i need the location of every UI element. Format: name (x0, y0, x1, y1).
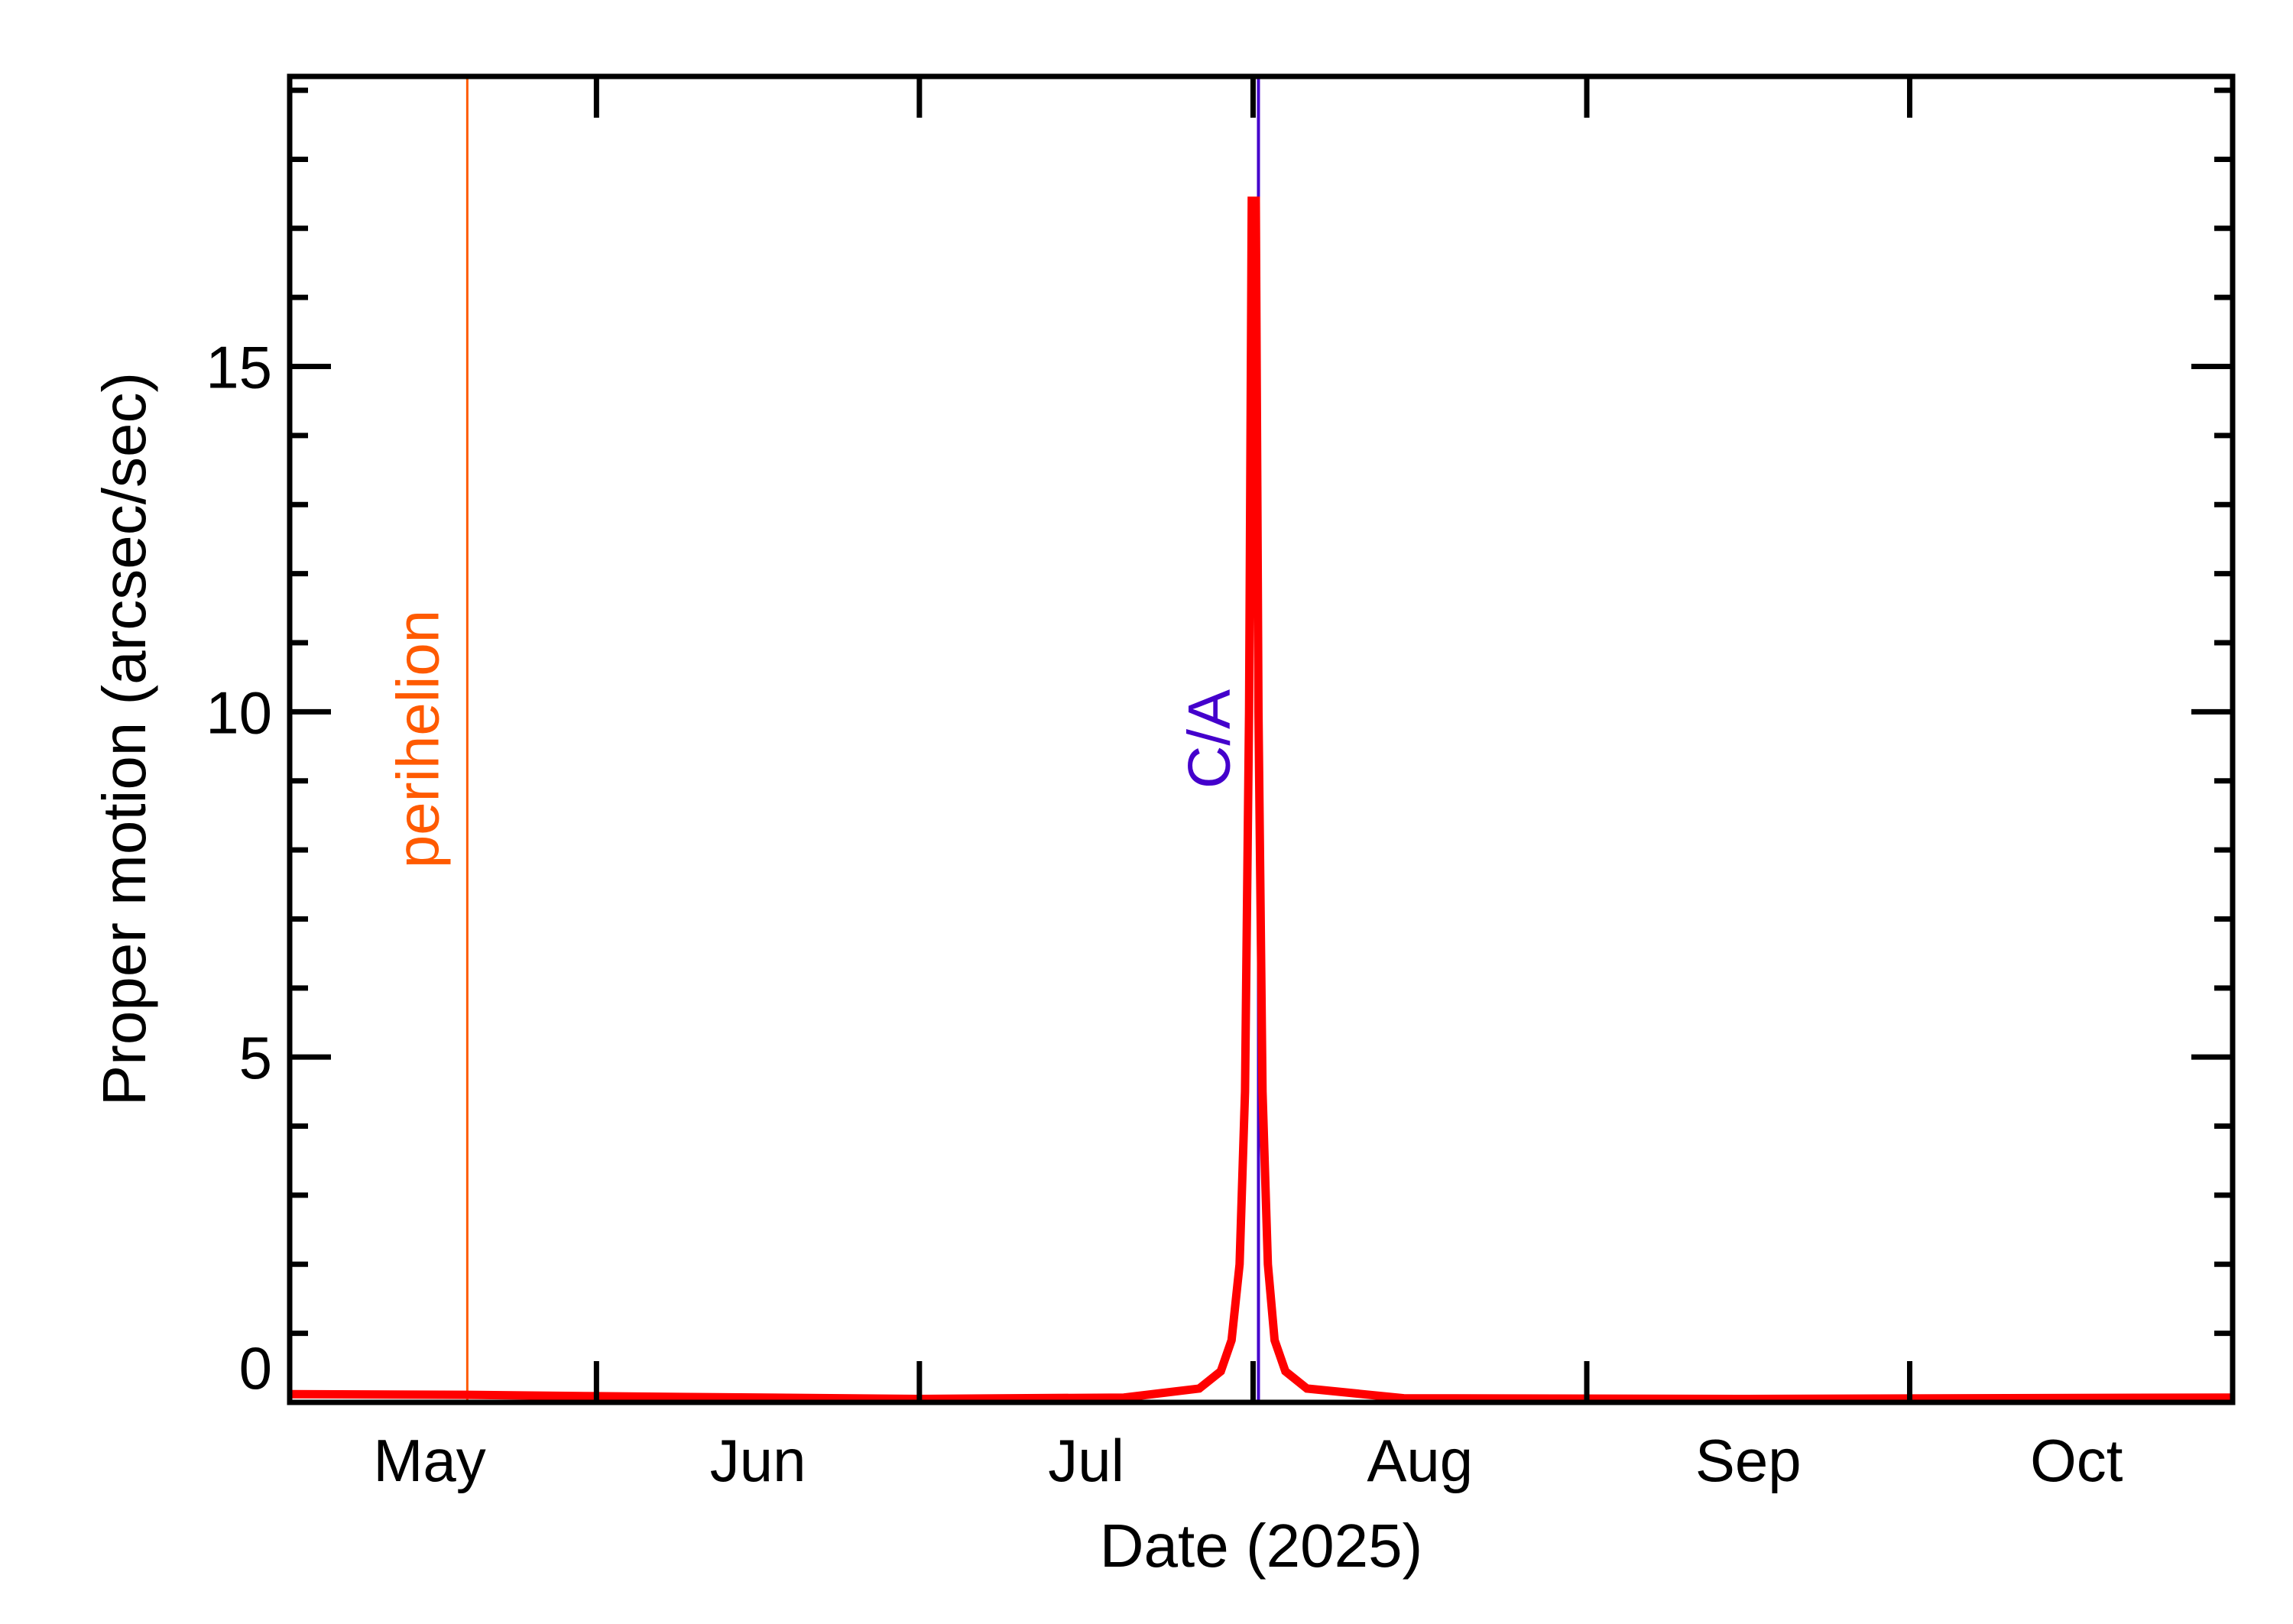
x-tick-label: Jul (1048, 1427, 1124, 1494)
x-tick-label: Sep (1695, 1427, 1802, 1494)
x-tick-label: Aug (1367, 1427, 1473, 1494)
y-tick-label: 15 (206, 334, 272, 401)
plot-frame (287, 73, 2236, 1405)
y-tick-label: 0 (239, 1334, 272, 1402)
x-tick-label: Jun (710, 1427, 806, 1494)
x-tick-label: May (373, 1427, 485, 1494)
y-axis-title: Proper motion (arcsec/sec) (90, 372, 158, 1106)
series-line (289, 196, 2233, 1404)
annotation-label-perihelion: perihelion (384, 610, 451, 868)
x-axis-title: Date (2025) (1100, 1512, 1422, 1580)
y-tick-label: 10 (206, 679, 272, 746)
annotation-label-ca: C/A (1175, 689, 1242, 789)
y-tick-label: 5 (239, 1024, 272, 1091)
x-tick-label: Oct (2030, 1427, 2123, 1494)
